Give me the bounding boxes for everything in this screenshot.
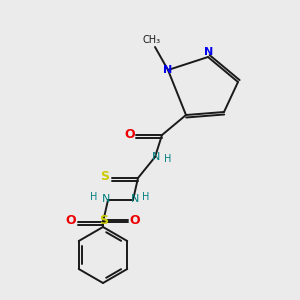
Text: N: N [164,65,172,75]
Text: S: S [100,214,109,227]
Text: O: O [130,214,140,227]
Text: H: H [164,154,172,164]
Text: CH₃: CH₃ [143,35,161,45]
Text: N: N [204,47,214,57]
Text: N: N [131,194,139,204]
Text: O: O [125,128,135,140]
Text: H: H [142,192,150,202]
Text: N: N [152,152,160,162]
Text: S: S [100,170,109,184]
Text: H: H [90,192,98,202]
Text: O: O [66,214,76,227]
Text: N: N [102,194,110,204]
